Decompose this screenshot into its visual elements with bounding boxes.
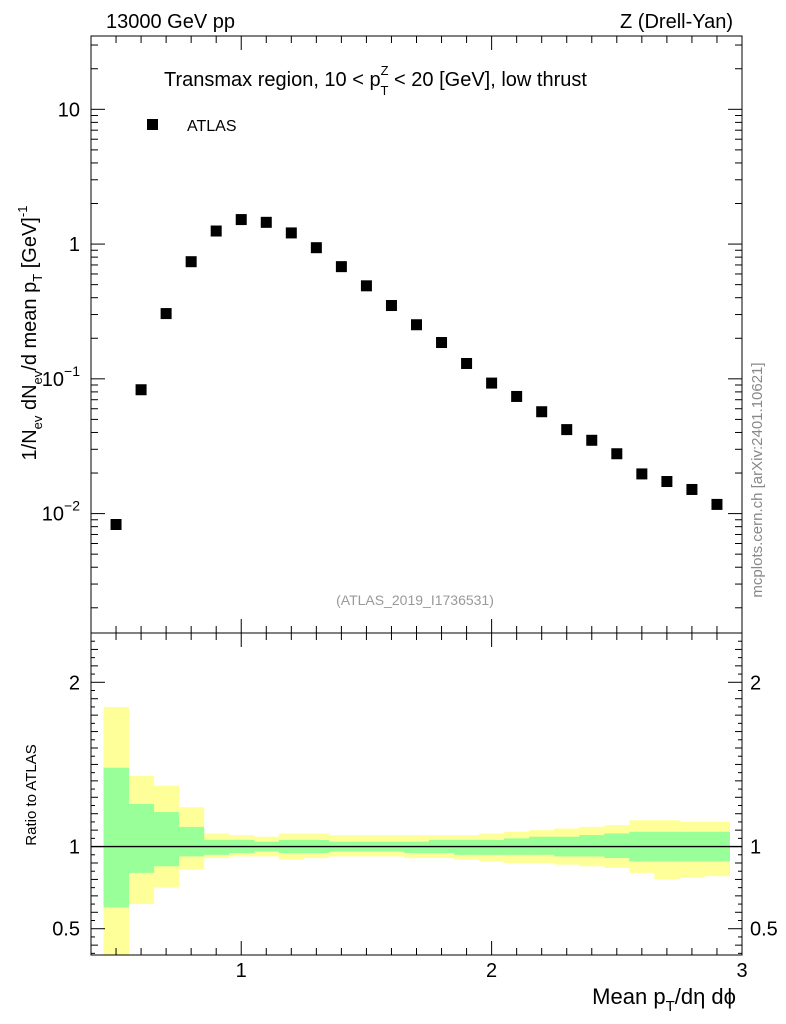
data-point-atlas: [285, 227, 297, 239]
data-point-atlas: [661, 476, 673, 488]
ratio-y-tick-label-right: 1: [750, 837, 761, 859]
ratio-bands: [91, 706, 742, 955]
analysis-watermark: (ATLAS_2019_I1736531): [336, 592, 494, 608]
data-point-atlas: [586, 434, 598, 446]
data-point-atlas: [411, 319, 422, 331]
data-point-atlas: [235, 214, 247, 226]
data-point-atlas: [185, 256, 197, 268]
main-y-tick-label: 10−2: [42, 498, 80, 526]
ratio-band-stat-bin: [454, 840, 480, 855]
source-side-label: mcplots.cern.ch [arXiv:2401.10621]: [749, 362, 766, 597]
data-point-atlas: [511, 390, 523, 402]
data-point-atlas: [360, 280, 372, 292]
data-point-atlas: [110, 519, 122, 531]
plot-title: Transmax region, 10 < pZ T < 20 [GeV], lo…: [164, 63, 587, 98]
data-point-atlas: [385, 300, 397, 312]
ratio-band-stat-bin: [203, 840, 230, 855]
data-point-atlas: [461, 357, 473, 369]
main-y-tick-label: 10−1: [42, 363, 80, 391]
data-point-atlas: [536, 406, 548, 418]
data-point-atlas: [486, 377, 498, 389]
ratio-plot-frame: [90, 632, 743, 956]
data-point-atlas: [686, 483, 698, 495]
main-y-axis-label: 1/Nev dNev/d mean pT [GeV]-1: [15, 206, 45, 461]
ratio-band-stat-bin: [604, 833, 630, 859]
ratio-x-tick-label: 2: [486, 960, 497, 982]
main-data-points: [110, 214, 723, 531]
ratio-y-tick-label-left: 2: [69, 672, 80, 694]
ratio-band-stat-bin: [103, 767, 130, 908]
ratio-y-tick-label-right: 2: [750, 672, 761, 694]
ratio-axes: 0.5 0.5 1 1 2 2 1 2 3: [52, 632, 778, 982]
data-point-atlas: [135, 384, 147, 396]
data-point-atlas: [711, 498, 723, 510]
data-point-atlas: [561, 424, 573, 436]
data-point-atlas: [210, 225, 222, 237]
data-point-atlas: [636, 468, 648, 480]
data-point-atlas: [160, 308, 172, 320]
ratio-y-tick-label-left: 0.5: [52, 919, 80, 941]
data-point-atlas: [310, 242, 322, 254]
process-label: Z (Drell-Yan): [620, 11, 733, 33]
ratio-band-stat-bin: [128, 803, 155, 873]
ratio-x-axis-label: Mean pT/dη dϕ: [592, 984, 736, 1015]
data-point-atlas: [260, 216, 272, 228]
data-point-atlas: [611, 448, 623, 460]
ratio-y-tick-label-left: 1: [69, 837, 80, 859]
ratio-band-stat-bin: [178, 826, 205, 857]
data-point-atlas: [436, 337, 448, 349]
ratio-x-tick-label: 1: [236, 960, 247, 982]
legend-label-atlas: ATLAS: [187, 118, 237, 135]
main-y-tick-label: 1: [69, 234, 80, 256]
ratio-y-axis-label: Ratio to ATLAS: [23, 744, 40, 845]
ratio-band-stat-bin: [153, 812, 180, 867]
data-point-atlas: [335, 261, 347, 273]
ratio-band-stat-bin: [479, 840, 505, 855]
ratio-x-tick-label: 3: [736, 960, 747, 982]
ratio-band-stat-bin: [579, 835, 605, 857]
main-y-tick-label: 10: [58, 99, 80, 121]
ratio-y-tick-label-right: 0.5: [750, 919, 778, 941]
ratio-band-stat-bin: [403, 841, 430, 854]
ratio-band-stat-bin: [529, 836, 555, 855]
legend-marker-atlas: [147, 119, 158, 130]
energy-label: 13000 GeV pp: [106, 11, 235, 33]
main-axes: 10−2 10−1 1 10: [42, 35, 743, 634]
